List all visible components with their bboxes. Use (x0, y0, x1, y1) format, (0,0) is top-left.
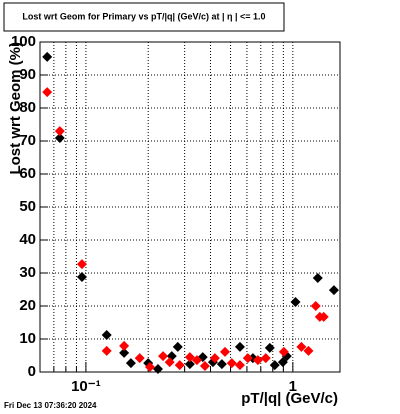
y-axis-label: Lost wrt Geom (%) (7, 42, 24, 175)
data-point (318, 311, 329, 322)
chart-title: Lost wrt Geom for Primary vs pT/|q| (GeV… (22, 11, 265, 21)
data-point (312, 272, 323, 283)
y-tick-label: 100 (11, 33, 36, 50)
data-point (119, 340, 130, 351)
data-point (125, 358, 136, 369)
data-point (252, 355, 263, 366)
data-point (152, 364, 163, 375)
footer: Fri Dec 13 07:36:20 2024 (4, 401, 97, 410)
data-point (42, 87, 53, 98)
data-point (76, 259, 87, 270)
x-tick-label: 1 (289, 378, 297, 395)
y-tick-label: 80 (19, 99, 36, 116)
data-point (296, 341, 307, 352)
data-point (264, 342, 275, 353)
data-point (234, 360, 245, 371)
data-point (54, 133, 65, 144)
data-point (184, 359, 195, 370)
data-point (328, 285, 339, 296)
data-point (42, 51, 53, 62)
data-point (119, 347, 130, 358)
y-tick-label: 0 (28, 363, 36, 380)
data-point (269, 360, 280, 371)
y-tick-label: 30 (19, 264, 36, 281)
y-tick-label: 50 (19, 198, 36, 215)
plot-frame (39, 41, 341, 373)
data-point (164, 357, 175, 368)
data-point (216, 359, 227, 370)
y-tick-label: 10 (19, 330, 36, 347)
data-point (191, 355, 202, 366)
title-box (3, 2, 285, 32)
data-point (260, 353, 271, 364)
data-point (134, 353, 145, 364)
data-point (158, 351, 169, 362)
data-point (226, 358, 237, 369)
data-point (172, 341, 183, 352)
data-point (101, 330, 112, 341)
data-point (219, 346, 230, 357)
x-tick-label: 10⁻¹ (71, 378, 101, 395)
data-point (184, 352, 195, 363)
data-point (234, 341, 245, 352)
data-point (144, 362, 155, 373)
data-point (54, 126, 65, 137)
data-point (303, 345, 314, 356)
data-point (101, 345, 112, 356)
data-point (278, 346, 289, 357)
y-tick-label: 90 (19, 66, 36, 83)
data-point (310, 301, 321, 311)
data-point (199, 361, 210, 372)
y-tick-label: 40 (19, 231, 36, 248)
data-point (290, 297, 301, 308)
data-point (209, 353, 220, 364)
data-point (174, 360, 185, 371)
data-point (242, 353, 253, 364)
data-point (76, 271, 87, 282)
x-axis-label: pT/|q| (GeV/c) (241, 390, 338, 407)
y-tick-label: 60 (19, 165, 36, 182)
y-tick-label: 70 (19, 132, 36, 149)
y-tick-label: 20 (19, 297, 36, 314)
